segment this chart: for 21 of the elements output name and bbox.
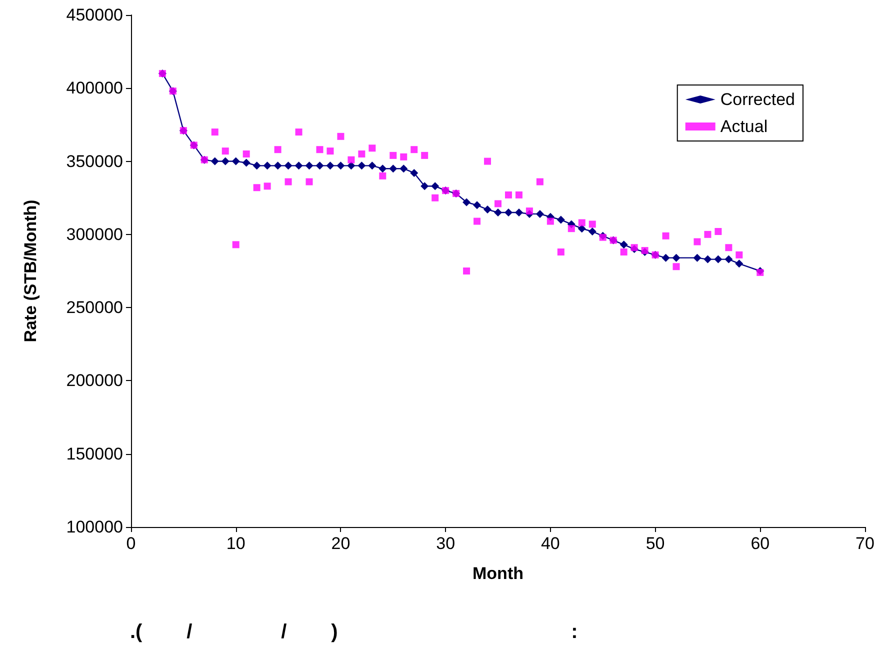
y-tick-label: 350000	[66, 152, 123, 171]
y-tick-label: 100000	[66, 518, 123, 536]
y-axis-title: Rate (STB/Month)	[21, 200, 40, 342]
y-tick-label: 400000	[66, 78, 123, 98]
y-tick-label: 250000	[66, 298, 123, 318]
x-tick-label: 40	[540, 534, 560, 553]
legend-label: Corrected	[720, 90, 795, 109]
x-tick-label: 20	[331, 534, 350, 553]
x-tick-label: 60	[750, 534, 770, 553]
x-tick-label: 50	[646, 534, 665, 553]
y-tick-label: 300000	[66, 224, 123, 244]
y-tick-label: 200000	[66, 371, 123, 390]
text: .( / / ) :	[130, 621, 578, 643]
legend-label: Actual	[720, 117, 768, 136]
y-tick-label: 150000	[66, 444, 123, 464]
x-tick-label: 10	[226, 534, 246, 553]
x-tick-label: 30	[436, 534, 456, 553]
x-axis-title: Month	[472, 564, 524, 583]
y-tick-label: 450000	[66, 6, 123, 24]
x-tick-label: 70	[856, 534, 874, 553]
x-tick-label: 0	[126, 534, 136, 553]
